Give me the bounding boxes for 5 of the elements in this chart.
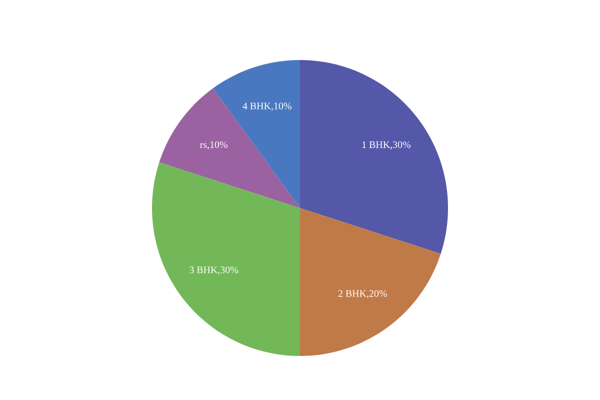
slice-label: 4 BHK,10% (242, 102, 292, 111)
slice-label: rs,10% (200, 141, 228, 150)
slice-label: 3 BHK,30% (190, 266, 238, 275)
slice-label: 1 BHK,30% (362, 141, 410, 150)
slice-label: 2 BHK,20% (338, 290, 387, 298)
